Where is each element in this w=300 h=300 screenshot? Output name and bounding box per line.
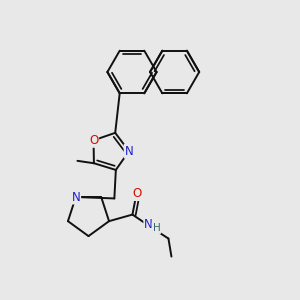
Text: N: N xyxy=(71,190,80,203)
Text: N: N xyxy=(124,145,134,158)
Text: N: N xyxy=(144,218,153,231)
Text: O: O xyxy=(132,187,142,200)
Text: H: H xyxy=(153,223,160,233)
Text: O: O xyxy=(89,134,98,147)
